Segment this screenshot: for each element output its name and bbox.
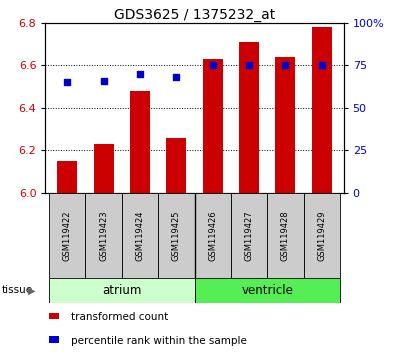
FancyBboxPatch shape — [122, 193, 158, 278]
Bar — [130, 91, 150, 193]
Text: ventricle: ventricle — [241, 284, 293, 297]
Point — [100, 78, 107, 84]
FancyBboxPatch shape — [85, 193, 122, 278]
Text: percentile rank within the sample: percentile rank within the sample — [71, 336, 247, 346]
Point — [282, 63, 289, 68]
Point — [319, 63, 325, 68]
Text: ▶: ▶ — [28, 285, 36, 295]
Bar — [166, 138, 186, 193]
Bar — [203, 59, 223, 193]
FancyBboxPatch shape — [267, 193, 304, 278]
Bar — [94, 144, 114, 193]
FancyBboxPatch shape — [304, 193, 340, 278]
Text: GSM119424: GSM119424 — [135, 210, 145, 261]
Point — [210, 63, 216, 68]
FancyBboxPatch shape — [231, 193, 267, 278]
Bar — [312, 27, 332, 193]
Bar — [275, 57, 295, 193]
Text: atrium: atrium — [102, 284, 141, 297]
Bar — [239, 42, 259, 193]
Text: GSM119423: GSM119423 — [99, 210, 108, 261]
Bar — [57, 161, 77, 193]
Text: GSM119425: GSM119425 — [172, 210, 181, 261]
Text: GSM119429: GSM119429 — [317, 210, 326, 261]
Text: GSM119426: GSM119426 — [208, 210, 217, 261]
Point — [173, 75, 179, 80]
Title: GDS3625 / 1375232_at: GDS3625 / 1375232_at — [114, 8, 275, 22]
Point — [64, 80, 70, 85]
Text: GSM119428: GSM119428 — [281, 210, 290, 261]
Text: GSM119422: GSM119422 — [63, 210, 72, 261]
FancyBboxPatch shape — [194, 193, 231, 278]
Point — [137, 71, 143, 77]
FancyBboxPatch shape — [158, 193, 194, 278]
Text: tissue: tissue — [2, 285, 33, 295]
FancyBboxPatch shape — [194, 278, 340, 303]
Text: transformed count: transformed count — [71, 312, 168, 322]
Text: GSM119427: GSM119427 — [245, 210, 254, 261]
Point — [246, 63, 252, 68]
FancyBboxPatch shape — [49, 278, 194, 303]
FancyBboxPatch shape — [49, 193, 85, 278]
